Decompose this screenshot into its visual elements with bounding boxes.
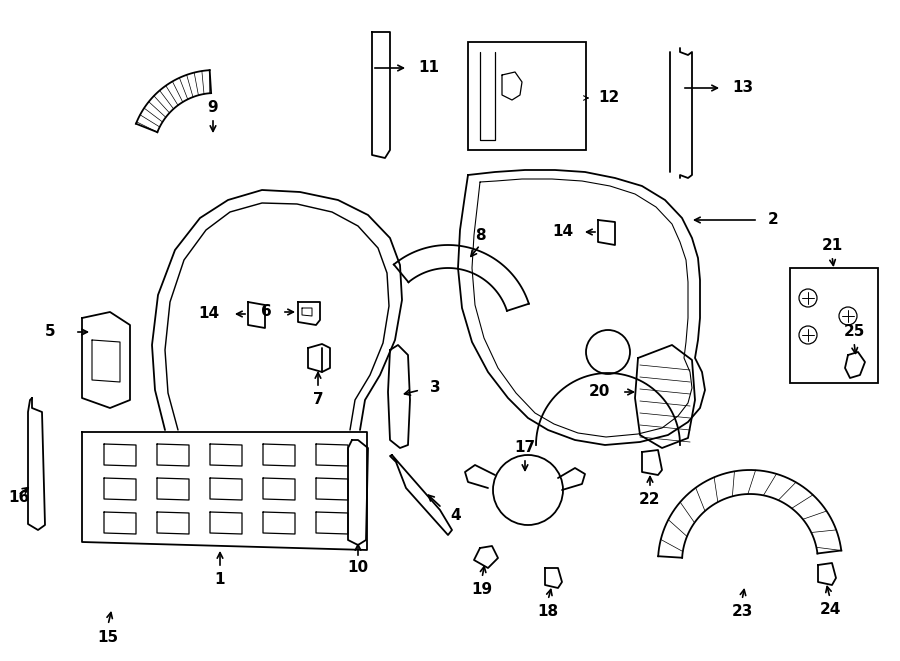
Text: 10: 10 [347, 561, 369, 576]
Bar [790, 268, 878, 383]
Text: 21: 21 [822, 239, 842, 254]
Text: 6: 6 [261, 305, 272, 319]
Text: 16: 16 [8, 490, 29, 506]
Text: 22: 22 [639, 492, 661, 508]
Bar [468, 42, 586, 150]
Text: 11: 11 [418, 61, 439, 75]
Text: 25: 25 [843, 325, 865, 340]
Text: 12: 12 [598, 91, 619, 106]
Text: 7: 7 [312, 393, 323, 407]
Text: 19: 19 [472, 582, 492, 598]
Text: 9: 9 [208, 100, 219, 116]
Text: 15: 15 [97, 631, 119, 646]
Text: 8: 8 [474, 227, 485, 243]
Text: 14: 14 [552, 225, 573, 239]
Text: 5: 5 [44, 325, 55, 340]
Text: 20: 20 [589, 385, 610, 399]
Text: 3: 3 [430, 381, 441, 395]
Text: 4: 4 [450, 508, 461, 524]
Text: 18: 18 [537, 605, 559, 619]
Text: 14: 14 [198, 307, 219, 321]
Text: 17: 17 [515, 440, 536, 455]
Text: 2: 2 [768, 212, 778, 227]
Text: 24: 24 [819, 602, 841, 617]
Text: 1: 1 [215, 572, 225, 588]
Text: 13: 13 [732, 81, 753, 95]
Text: 23: 23 [732, 605, 752, 619]
